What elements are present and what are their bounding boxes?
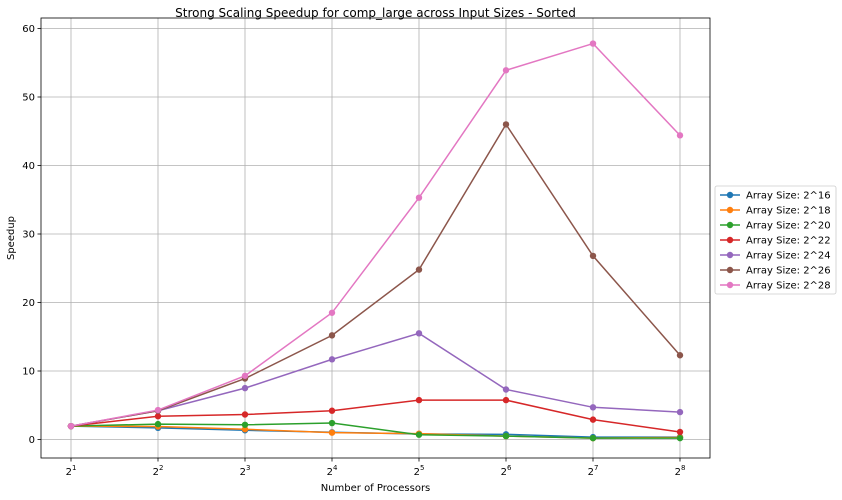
legend-marker	[726, 236, 734, 244]
y-tick-label: 20	[22, 298, 35, 309]
y-axis-label: Speedup	[6, 216, 17, 260]
series-6	[67, 40, 684, 430]
legend-entry: Array Size: 2^22	[720, 236, 831, 247]
data-point	[676, 132, 684, 139]
data-point	[676, 408, 684, 416]
legend-entry: Array Size: 2^16	[720, 191, 831, 202]
data-point	[241, 384, 249, 392]
x-axis-ticks: 21 22 23 24 25 26 27 28	[66, 458, 686, 478]
legend-label: Array Size: 2^22	[746, 236, 831, 247]
series-lines	[67, 40, 684, 442]
y-tick-label: 10	[22, 367, 35, 378]
data-point	[589, 404, 597, 411]
legend-entry: Array Size: 2^28	[720, 281, 831, 292]
data-point	[154, 420, 162, 428]
data-point	[241, 421, 249, 428]
data-point	[154, 406, 162, 414]
legend-label: Array Size: 2^20	[746, 221, 831, 232]
legend-entry: Array Size: 2^18	[720, 206, 831, 217]
data-point	[328, 429, 336, 436]
x-axis-label: Number of Processors	[321, 483, 431, 494]
data-point	[241, 411, 249, 418]
legend-label: Array Size: 2^28	[746, 281, 831, 292]
legend-marker	[726, 281, 734, 289]
data-point	[502, 386, 510, 393]
series-line	[70, 122, 681, 427]
series-line	[70, 42, 681, 427]
data-point	[415, 330, 423, 337]
legend-label: Array Size: 2^24	[746, 251, 831, 262]
legend-marker	[726, 266, 734, 274]
data-point	[676, 352, 684, 359]
data-point	[154, 413, 162, 420]
data-point	[328, 356, 336, 363]
x-tick-label: 25	[414, 464, 425, 478]
legend-marker	[726, 251, 734, 259]
data-point	[676, 434, 684, 442]
legend-label: Array Size: 2^18	[746, 206, 831, 217]
data-point	[415, 266, 423, 273]
legend-label: Array Size: 2^26	[746, 266, 831, 277]
x-tick-label: 24	[327, 464, 338, 478]
data-point	[328, 419, 336, 427]
legend-entry: Array Size: 2^20	[720, 221, 831, 232]
data-point	[589, 40, 597, 47]
data-point	[502, 67, 510, 74]
data-point	[589, 434, 597, 442]
y-tick-label: 40	[22, 161, 35, 172]
data-point	[67, 422, 75, 430]
legend-marker	[726, 221, 734, 229]
series-line	[70, 422, 680, 439]
y-tick-label: 60	[22, 24, 35, 35]
y-tick-label: 50	[22, 93, 35, 104]
x-tick-label: 26	[501, 464, 512, 478]
x-tick-label: 23	[240, 464, 251, 478]
legend-entry: Array Size: 2^26	[720, 266, 831, 277]
data-point	[502, 396, 510, 404]
data-point	[502, 121, 510, 128]
legend-marker	[726, 191, 734, 199]
y-axis-ticks: 0 10 20 30 40 50 60	[22, 24, 41, 446]
y-tick-label: 0	[29, 435, 35, 446]
y-tick-label: 30	[22, 230, 35, 241]
series-line	[70, 399, 681, 433]
series-line	[70, 332, 681, 427]
x-tick-label: 28	[675, 464, 686, 478]
data-point	[328, 332, 336, 339]
data-point	[589, 252, 597, 260]
data-point	[241, 426, 249, 433]
data-point	[676, 428, 684, 436]
data-point	[415, 431, 423, 438]
data-point	[589, 416, 597, 423]
data-point	[241, 372, 249, 379]
chart-title: Strong Scaling Speedup for comp_large ac…	[175, 6, 576, 20]
legend-entry: Array Size: 2^24	[720, 251, 831, 262]
x-tick-label: 22	[153, 464, 164, 478]
legend-marker	[726, 206, 734, 214]
data-point	[328, 407, 336, 414]
legend-box	[714, 185, 837, 295]
data-point	[415, 396, 423, 404]
plot-frame	[40, 17, 711, 459]
series-5	[67, 121, 684, 430]
x-tick-label: 21	[66, 464, 77, 478]
x-tick-label: 27	[588, 464, 599, 478]
data-point	[415, 194, 423, 201]
legend: Array Size: 2^16 Array Size: 2^18 Array Si…	[714, 185, 837, 295]
legend-label: Array Size: 2^16	[746, 191, 831, 202]
data-point	[328, 309, 336, 316]
data-point	[502, 432, 510, 440]
